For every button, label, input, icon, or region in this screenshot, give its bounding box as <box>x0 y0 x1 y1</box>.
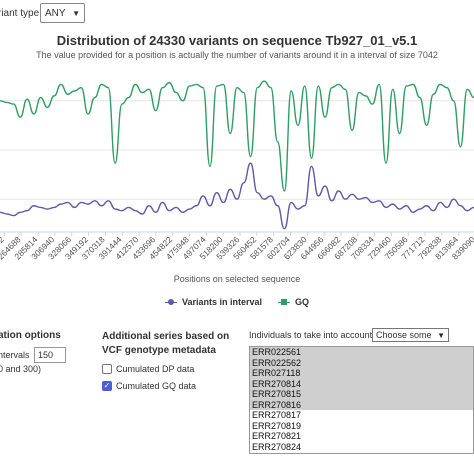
line-chart: 3462264688285814306940328066349192370318… <box>0 80 474 261</box>
individual-option[interactable]: ERR022561 <box>250 347 473 358</box>
legend-item-gq[interactable]: GQ <box>278 297 309 307</box>
gq-label: Cumulated GQ data <box>116 381 197 391</box>
dp-checkbox[interactable] <box>102 364 112 374</box>
individuals-select-value: Choose some <box>376 330 432 340</box>
individuals-label: Individuals to take into account <box>249 330 373 340</box>
chart-legend: Variants in interval GQ <box>0 297 474 311</box>
intervals-range-hint: 0 and 300) <box>0 364 42 374</box>
x-axis-label: Positions on selected sequence <box>173 274 301 284</box>
individual-option[interactable]: ERR270817 <box>252 410 302 420</box>
individual-option[interactable]: ERR270824 <box>252 441 302 452</box>
options-panel: ation options ntervals 150 0 and 300) Ad… <box>0 320 474 474</box>
legend-label-variants: Variants in interval <box>182 297 263 307</box>
individuals-listbox[interactable]: ERR022561 ERR022562 ERR027118 ERR270814 ERR2… <box>249 346 474 454</box>
square-marker-icon <box>278 298 290 305</box>
chart-title: Distribution of 24330 variants on sequen… <box>56 33 418 48</box>
variant-type-select[interactable]: ANY ▼ <box>40 3 85 23</box>
chevron-down-icon: ▼ <box>437 330 445 340</box>
individual-option[interactable]: ERR270816 <box>250 399 473 410</box>
additional-series-heading: Additional series based on VCF genotype … <box>102 331 230 356</box>
individual-option[interactable]: ERR270819 <box>252 420 302 431</box>
chart-subtitle: The value provided for a position is act… <box>36 50 438 60</box>
individuals-select[interactable]: Choose some ▼ <box>372 328 449 342</box>
dp-label: Cumulated DP data <box>116 364 195 374</box>
series-line-0 <box>0 162 474 230</box>
gq-checkbox-row[interactable]: ✓ Cumulated GQ data <box>102 381 196 391</box>
legend-label-gq: GQ <box>295 297 310 307</box>
intervals-label: ntervals <box>0 350 30 360</box>
variant-type-label: riant type: <box>0 8 42 19</box>
gq-checkbox[interactable]: ✓ <box>102 381 112 391</box>
intervals-input[interactable]: 150 <box>34 347 66 363</box>
top-bar: riant type: ANY ▼ <box>0 0 474 28</box>
options-heading: ation options <box>0 330 61 341</box>
series-line-1 <box>0 80 474 192</box>
individual-option[interactable]: ERR270814 <box>250 378 473 389</box>
circle-marker-icon <box>165 298 177 305</box>
variant-type-value: ANY <box>45 7 66 19</box>
chevron-down-icon: ▼ <box>72 8 80 18</box>
dp-checkbox-row[interactable]: Cumulated DP data <box>102 364 194 374</box>
individual-option[interactable]: ERR270815 <box>250 389 473 400</box>
individual-option[interactable]: ERR022562 <box>250 357 473 368</box>
legend-item-variants[interactable]: Variants in interval <box>165 297 262 307</box>
individual-option[interactable]: ERR027118 <box>250 368 473 379</box>
individual-option[interactable]: ERR270821 <box>252 431 302 441</box>
